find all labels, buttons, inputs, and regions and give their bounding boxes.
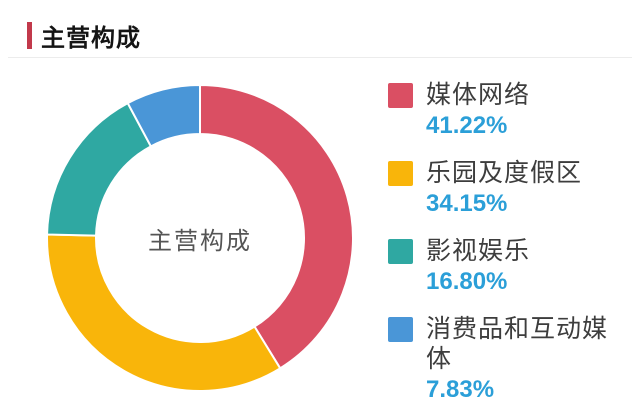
legend-swatch-consumer-products bbox=[388, 317, 413, 342]
legend-value: 34.15% bbox=[426, 190, 508, 217]
legend-item-parks-and-resorts[interactable]: 乐园及度假区 34.15% bbox=[388, 158, 634, 218]
legend-text: 乐园及度假区 34.15% bbox=[426, 158, 582, 218]
legend-value: 41.22% bbox=[426, 112, 508, 139]
legend-value: 16.80% bbox=[426, 268, 508, 295]
legend-text: 媒体网络 41.22% bbox=[426, 80, 530, 140]
donut-chart-svg bbox=[46, 83, 354, 392]
legend-item-consumer-products[interactable]: 消费品和互动媒体 7.83% bbox=[388, 314, 634, 404]
legend-label: 媒体网络 bbox=[426, 81, 531, 109]
header-divider bbox=[8, 57, 632, 58]
legend-item-studio-entertainment[interactable]: 影视娱乐 16.80% bbox=[388, 236, 634, 296]
donut-chart: 主营构成 bbox=[45, 83, 355, 393]
legend-label: 影视娱乐 bbox=[426, 237, 531, 265]
legend-swatch-studio-entertainment bbox=[388, 239, 413, 264]
legend-label: 乐园及度假区 bbox=[426, 159, 583, 187]
legend-text: 影视娱乐 16.80% bbox=[426, 236, 530, 296]
chart-legend: 媒体网络 41.22% 乐园及度假区 34.15% 影视娱乐 16.80% 消费… bbox=[388, 80, 634, 415]
legend-item-media-networks[interactable]: 媒体网络 41.22% bbox=[388, 80, 634, 140]
donut-segment-media-networks[interactable] bbox=[199, 83, 354, 370]
section-header: 主营构成 bbox=[27, 18, 141, 53]
title-accent-bar bbox=[27, 22, 32, 49]
page-title: 主营构成 bbox=[41, 25, 141, 52]
legend-swatch-media-networks bbox=[388, 83, 413, 108]
legend-label: 消费品和互动媒体 bbox=[426, 315, 609, 373]
donut-segment-consumer-products[interactable] bbox=[126, 83, 201, 148]
legend-swatch-parks-and-resorts bbox=[388, 161, 413, 186]
donut-segment-parks-and-resorts[interactable] bbox=[46, 233, 282, 392]
donut-segment-studio-entertainment[interactable] bbox=[46, 101, 153, 237]
legend-text: 消费品和互动媒体 7.83% bbox=[426, 314, 624, 404]
legend-value: 7.83% bbox=[426, 376, 495, 403]
